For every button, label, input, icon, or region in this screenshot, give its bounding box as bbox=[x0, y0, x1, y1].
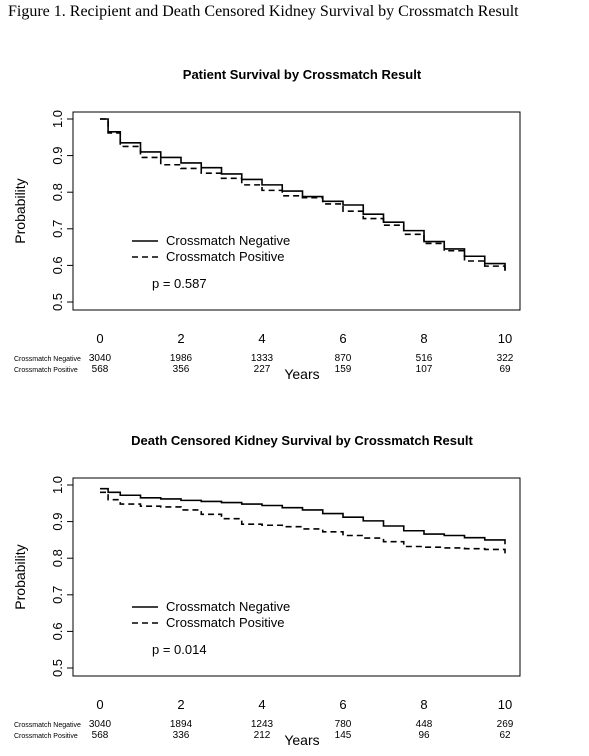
y-axis-label: Probability bbox=[12, 178, 28, 243]
risk-count: 516 bbox=[416, 353, 433, 364]
y-tick-label: 0.5 bbox=[50, 293, 65, 311]
legend-label: Crossmatch Positive bbox=[166, 615, 284, 630]
y-tick-label: 0.6 bbox=[50, 622, 65, 640]
x-tick-label: 10 bbox=[498, 331, 512, 346]
y-tick-label: 0.7 bbox=[50, 586, 65, 604]
y-tick-label: 0.7 bbox=[50, 220, 65, 238]
kidney-survival-chart: Death Censored Kidney Survival by Crossm… bbox=[12, 433, 521, 748]
risk-count: 1333 bbox=[251, 353, 274, 364]
risk-count: 3040 bbox=[89, 353, 112, 364]
risk-count: 3040 bbox=[89, 719, 112, 730]
risk-count: 145 bbox=[335, 730, 352, 741]
risk-row-label: Crossmatch Positive bbox=[14, 367, 78, 374]
risk-row-label: Crossmatch Negative bbox=[14, 722, 81, 729]
risk-count: 159 bbox=[335, 364, 352, 375]
risk-count: 448 bbox=[416, 719, 433, 730]
risk-count: 1986 bbox=[170, 353, 193, 364]
x-tick-label: 2 bbox=[177, 697, 184, 712]
risk-row-label: Crossmatch Negative bbox=[14, 356, 81, 363]
x-axis-label: Years bbox=[284, 366, 319, 382]
x-tick-label: 10 bbox=[498, 697, 512, 712]
x-tick-label: 6 bbox=[339, 697, 346, 712]
figure-title: Figure 1. Recipient and Death Censored K… bbox=[8, 3, 519, 20]
p-value-annotation: p = 0.587 bbox=[152, 276, 207, 291]
y-tick-label: 0.6 bbox=[50, 256, 65, 274]
plot-frame bbox=[72, 477, 521, 677]
plot-frame bbox=[72, 111, 521, 311]
risk-count: 322 bbox=[497, 353, 514, 364]
x-tick-label: 8 bbox=[420, 697, 427, 712]
legend-label: Crossmatch Negative bbox=[166, 233, 290, 248]
patient-survival-chart: Patient Survival by Crossmatch Result 0.… bbox=[12, 67, 521, 382]
risk-count: 870 bbox=[335, 353, 352, 364]
x-tick-label: 0 bbox=[96, 697, 103, 712]
y-tick-label: 1.0 bbox=[50, 476, 65, 494]
risk-count: 62 bbox=[499, 730, 511, 741]
x-axis-label: Years bbox=[284, 732, 319, 748]
risk-count: 356 bbox=[173, 364, 190, 375]
chart-title: Patient Survival by Crossmatch Result bbox=[183, 67, 422, 82]
risk-count: 568 bbox=[92, 730, 109, 741]
series-line-negative bbox=[100, 487, 506, 545]
risk-count: 212 bbox=[254, 730, 271, 741]
legend-label: Crossmatch Positive bbox=[166, 249, 284, 264]
risk-count: 780 bbox=[335, 719, 352, 730]
y-tick-label: 0.5 bbox=[50, 659, 65, 677]
y-tick-label: 0.9 bbox=[50, 147, 65, 165]
risk-count: 1243 bbox=[251, 719, 274, 730]
risk-count: 96 bbox=[418, 730, 430, 741]
risk-count: 568 bbox=[92, 364, 109, 375]
risk-count: 269 bbox=[497, 719, 514, 730]
y-tick-label: 0.8 bbox=[50, 183, 65, 201]
risk-count: 336 bbox=[173, 730, 190, 741]
x-tick-label: 4 bbox=[258, 331, 265, 346]
y-tick-label: 0.9 bbox=[50, 513, 65, 531]
y-tick-label: 0.8 bbox=[50, 549, 65, 567]
x-tick-label: 8 bbox=[420, 331, 427, 346]
risk-count: 69 bbox=[499, 364, 511, 375]
legend-label: Crossmatch Negative bbox=[166, 599, 290, 614]
p-value-annotation: p = 0.014 bbox=[152, 642, 207, 657]
y-tick-label: 1.0 bbox=[50, 110, 65, 128]
x-tick-label: 4 bbox=[258, 697, 265, 712]
series-line-positive bbox=[100, 491, 506, 555]
risk-count: 1894 bbox=[170, 719, 193, 730]
x-tick-label: 6 bbox=[339, 331, 346, 346]
series-line-negative bbox=[100, 118, 506, 271]
risk-count: 107 bbox=[416, 364, 433, 375]
chart-title: Death Censored Kidney Survival by Crossm… bbox=[131, 433, 473, 448]
x-tick-label: 0 bbox=[96, 331, 103, 346]
risk-row-label: Crossmatch Positive bbox=[14, 733, 78, 740]
risk-count: 227 bbox=[254, 364, 271, 375]
y-axis-label: Probability bbox=[12, 544, 28, 609]
x-tick-label: 2 bbox=[177, 331, 184, 346]
